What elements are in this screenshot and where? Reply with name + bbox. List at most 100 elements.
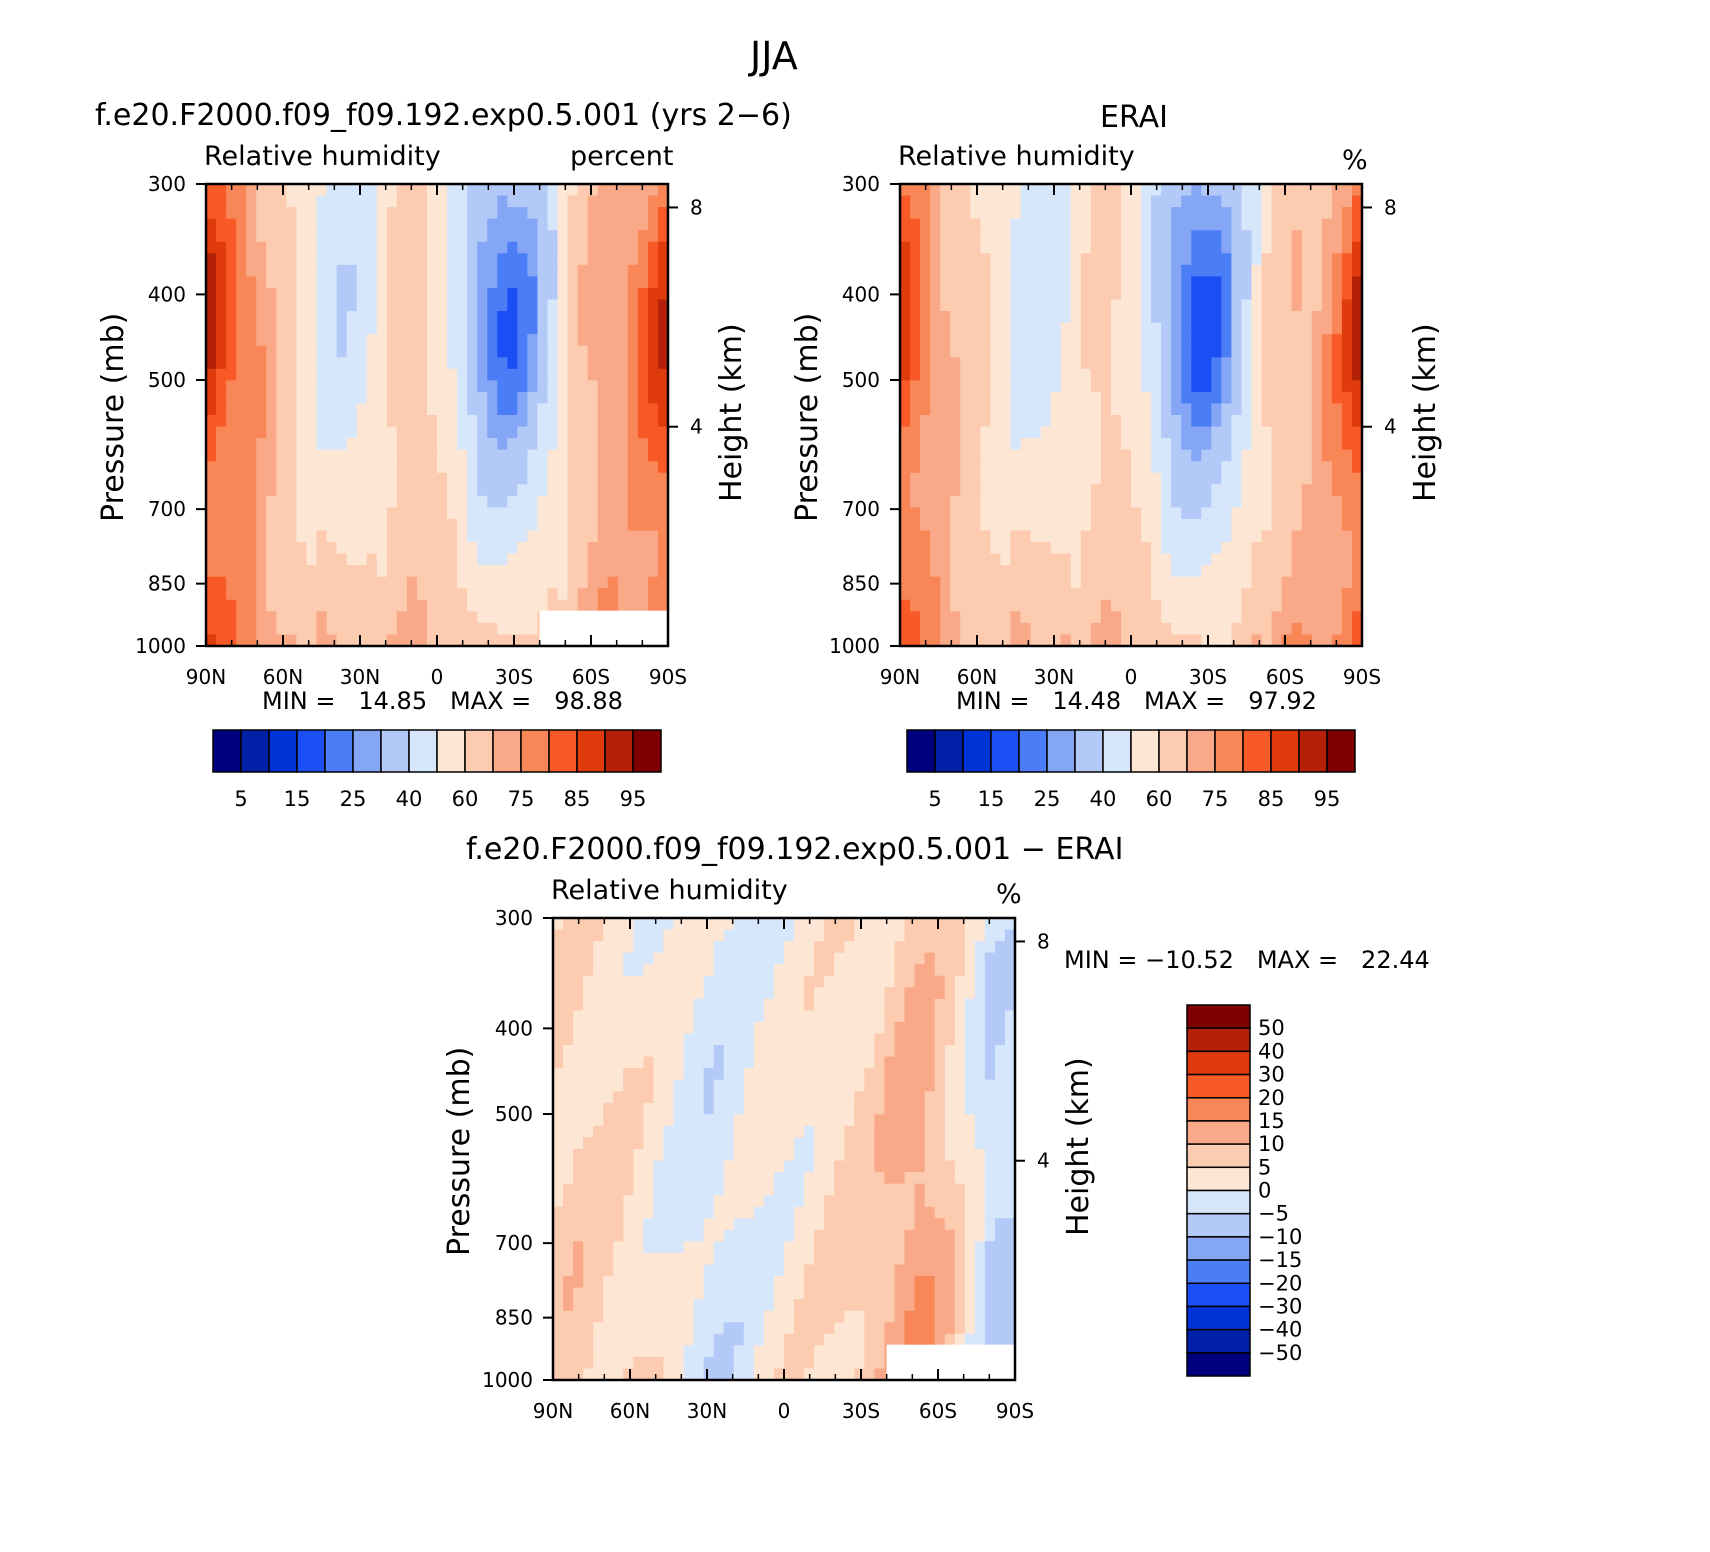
contour-cell	[366, 415, 378, 428]
contour-cell	[1040, 530, 1052, 543]
contour-cell	[940, 599, 951, 612]
contour-cell	[1120, 345, 1132, 358]
contour-cell	[1080, 334, 1092, 347]
contour-cell	[497, 403, 508, 416]
contour-cell	[1291, 195, 1303, 208]
contour-cell	[984, 1010, 996, 1023]
contour-cell	[296, 322, 308, 335]
contour-cell	[657, 207, 669, 220]
contour-cell	[406, 449, 418, 462]
contour-cell	[1291, 357, 1303, 370]
contour-cell	[920, 368, 931, 381]
contour-cell	[970, 449, 981, 462]
contour-cell	[366, 276, 378, 289]
contour-cell	[1271, 634, 1283, 647]
contour-cell	[206, 495, 217, 508]
contour-cell	[437, 415, 448, 428]
contour-cell	[794, 1125, 805, 1139]
contour-cell	[673, 1056, 685, 1069]
contour-cell	[537, 287, 549, 301]
contour-cell	[216, 565, 227, 578]
contour-cell	[990, 230, 1002, 243]
contour-cell	[970, 403, 981, 416]
contour-cell	[910, 357, 921, 370]
contour-cell	[226, 403, 237, 416]
contour-cell	[567, 576, 579, 589]
contour-cell	[924, 1056, 936, 1069]
contour-cell	[316, 438, 328, 451]
contour-cell	[276, 334, 287, 347]
colorbar-swatch	[1018, 729, 1048, 773]
contour-cell	[1020, 287, 1032, 301]
contour-cell	[623, 1091, 634, 1104]
contour-cell	[1020, 507, 1032, 520]
panel2-variable: Relative humidity	[898, 141, 1135, 172]
contour-cell	[964, 1091, 976, 1104]
contour-cell	[1000, 403, 1012, 416]
contour-cell	[306, 426, 318, 439]
contour-cell	[900, 253, 911, 266]
panel2-max-value: 97.92	[1248, 687, 1317, 715]
contour-cell	[950, 438, 961, 451]
contour-cell	[657, 495, 669, 508]
contour-cell	[900, 391, 911, 405]
contour-cell	[1131, 368, 1142, 381]
contour-cell	[326, 484, 338, 497]
contour-cell	[336, 311, 348, 324]
contour-cell	[824, 952, 835, 965]
contour-cell	[980, 622, 991, 636]
contour-cell	[236, 287, 247, 301]
contour-cell	[1000, 449, 1012, 462]
contour-cell	[930, 380, 941, 393]
contour-cell	[366, 357, 378, 370]
contour-cell	[266, 207, 277, 220]
contour-cell	[1004, 952, 1016, 965]
contour-cell	[950, 368, 961, 381]
contour-cell	[950, 507, 961, 520]
contour-cell	[1291, 611, 1303, 624]
contour-cell	[306, 334, 318, 347]
contour-cell	[386, 415, 398, 428]
contour-cell	[643, 918, 655, 931]
contour-cell	[1010, 484, 1022, 497]
contour-cell	[296, 495, 308, 508]
contour-cell	[1301, 599, 1313, 612]
contour-cell	[994, 1021, 1006, 1035]
contour-cell	[1090, 461, 1102, 474]
contour-cell	[647, 391, 659, 405]
contour-cell	[607, 299, 619, 312]
contour-cell	[1080, 368, 1092, 381]
contour-cell	[1291, 311, 1303, 324]
contour-cell	[970, 334, 981, 347]
contour-cell	[346, 495, 358, 508]
contour-cell	[950, 565, 961, 578]
contour-cell	[1281, 507, 1293, 520]
contour-cell	[527, 576, 539, 589]
contour-cell	[537, 403, 549, 416]
contour-cell	[1131, 184, 1142, 197]
contour-cell	[1100, 357, 1112, 370]
contour-cell	[216, 218, 227, 231]
contour-cell	[497, 634, 508, 647]
contour-cell	[583, 941, 594, 954]
contour-cell	[1010, 403, 1022, 416]
contour-cell	[1020, 311, 1032, 324]
contour-cell	[723, 1010, 735, 1023]
contour-cell	[1231, 426, 1243, 439]
contour-cell	[900, 461, 911, 474]
contour-cell	[1281, 276, 1293, 289]
contour-cell	[1291, 218, 1303, 231]
contour-cell	[930, 299, 941, 312]
contour-cell	[703, 1079, 715, 1092]
contour-cell	[376, 415, 388, 428]
contour-cell	[497, 472, 508, 485]
contour-cell	[467, 264, 478, 277]
contour-cell	[1000, 391, 1012, 405]
contour-cell	[447, 299, 458, 312]
contour-cell	[1291, 322, 1303, 335]
contour-cell	[964, 952, 976, 965]
contour-cell	[1271, 576, 1283, 589]
contour-cell	[563, 1033, 574, 1046]
contour-cell	[773, 952, 785, 965]
contour-cell	[920, 345, 931, 358]
